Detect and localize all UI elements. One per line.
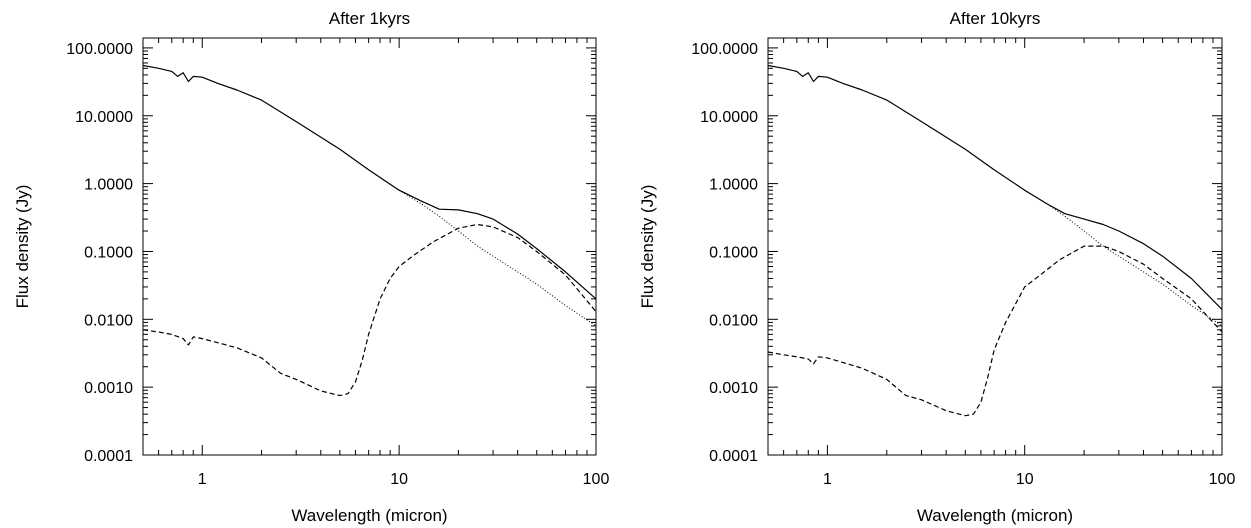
plot-frame [767, 37, 1223, 456]
y-tick-label: 100.0000 [691, 41, 758, 58]
y-tick-label: 0.0010 [84, 380, 133, 397]
chart-title: After 1kyrs [329, 9, 410, 28]
y-tick-label: 1.0000 [709, 177, 758, 194]
x-tick-label: 100 [1209, 471, 1236, 488]
y-tick-label: 100.0000 [66, 41, 133, 58]
y-axis-label: Flux density (Jy) [638, 185, 657, 309]
y-tick-label: 0.0010 [709, 380, 758, 397]
series-line-dotted [398, 189, 597, 327]
x-tick-label: 1 [198, 471, 207, 488]
y-tick-label: 0.0001 [84, 448, 133, 465]
y-tick-label: 10.0000 [700, 109, 758, 126]
series-line-solid [767, 64, 1223, 310]
y-tick-label: 0.0100 [84, 312, 133, 329]
y-axis-label: Flux density (Jy) [13, 185, 32, 309]
y-tick-label: 0.1000 [84, 244, 133, 261]
x-tick-label: 10 [390, 471, 408, 488]
chart-title: After 10kyrs [950, 9, 1041, 28]
x-axis-label: Wavelength (micron) [917, 506, 1073, 525]
x-tick-label: 10 [1016, 471, 1034, 488]
y-tick-label: 0.0100 [709, 312, 758, 329]
series-line-dashed [142, 223, 597, 397]
panel-after-10kyrs: After 10kyrs Wavelength (micron) Flux dens… [638, 9, 1235, 525]
panel-after-1kyrs: After 1kyrs Wavelength (micron) Flux densi… [13, 9, 609, 525]
y-tick-label: 1.0000 [84, 177, 133, 194]
plot-frame [142, 37, 597, 456]
x-tick-label: 100 [583, 471, 610, 488]
y-tick-label: 10.0000 [75, 109, 133, 126]
x-axis-label: Wavelength (micron) [291, 506, 447, 525]
series-line-dashed [767, 245, 1223, 417]
series-line-dotted [1024, 189, 1223, 327]
y-tick-label: 0.0001 [709, 448, 758, 465]
series-line-solid [142, 64, 597, 300]
y-tick-label: 0.1000 [709, 244, 758, 261]
x-tick-label: 1 [823, 471, 832, 488]
